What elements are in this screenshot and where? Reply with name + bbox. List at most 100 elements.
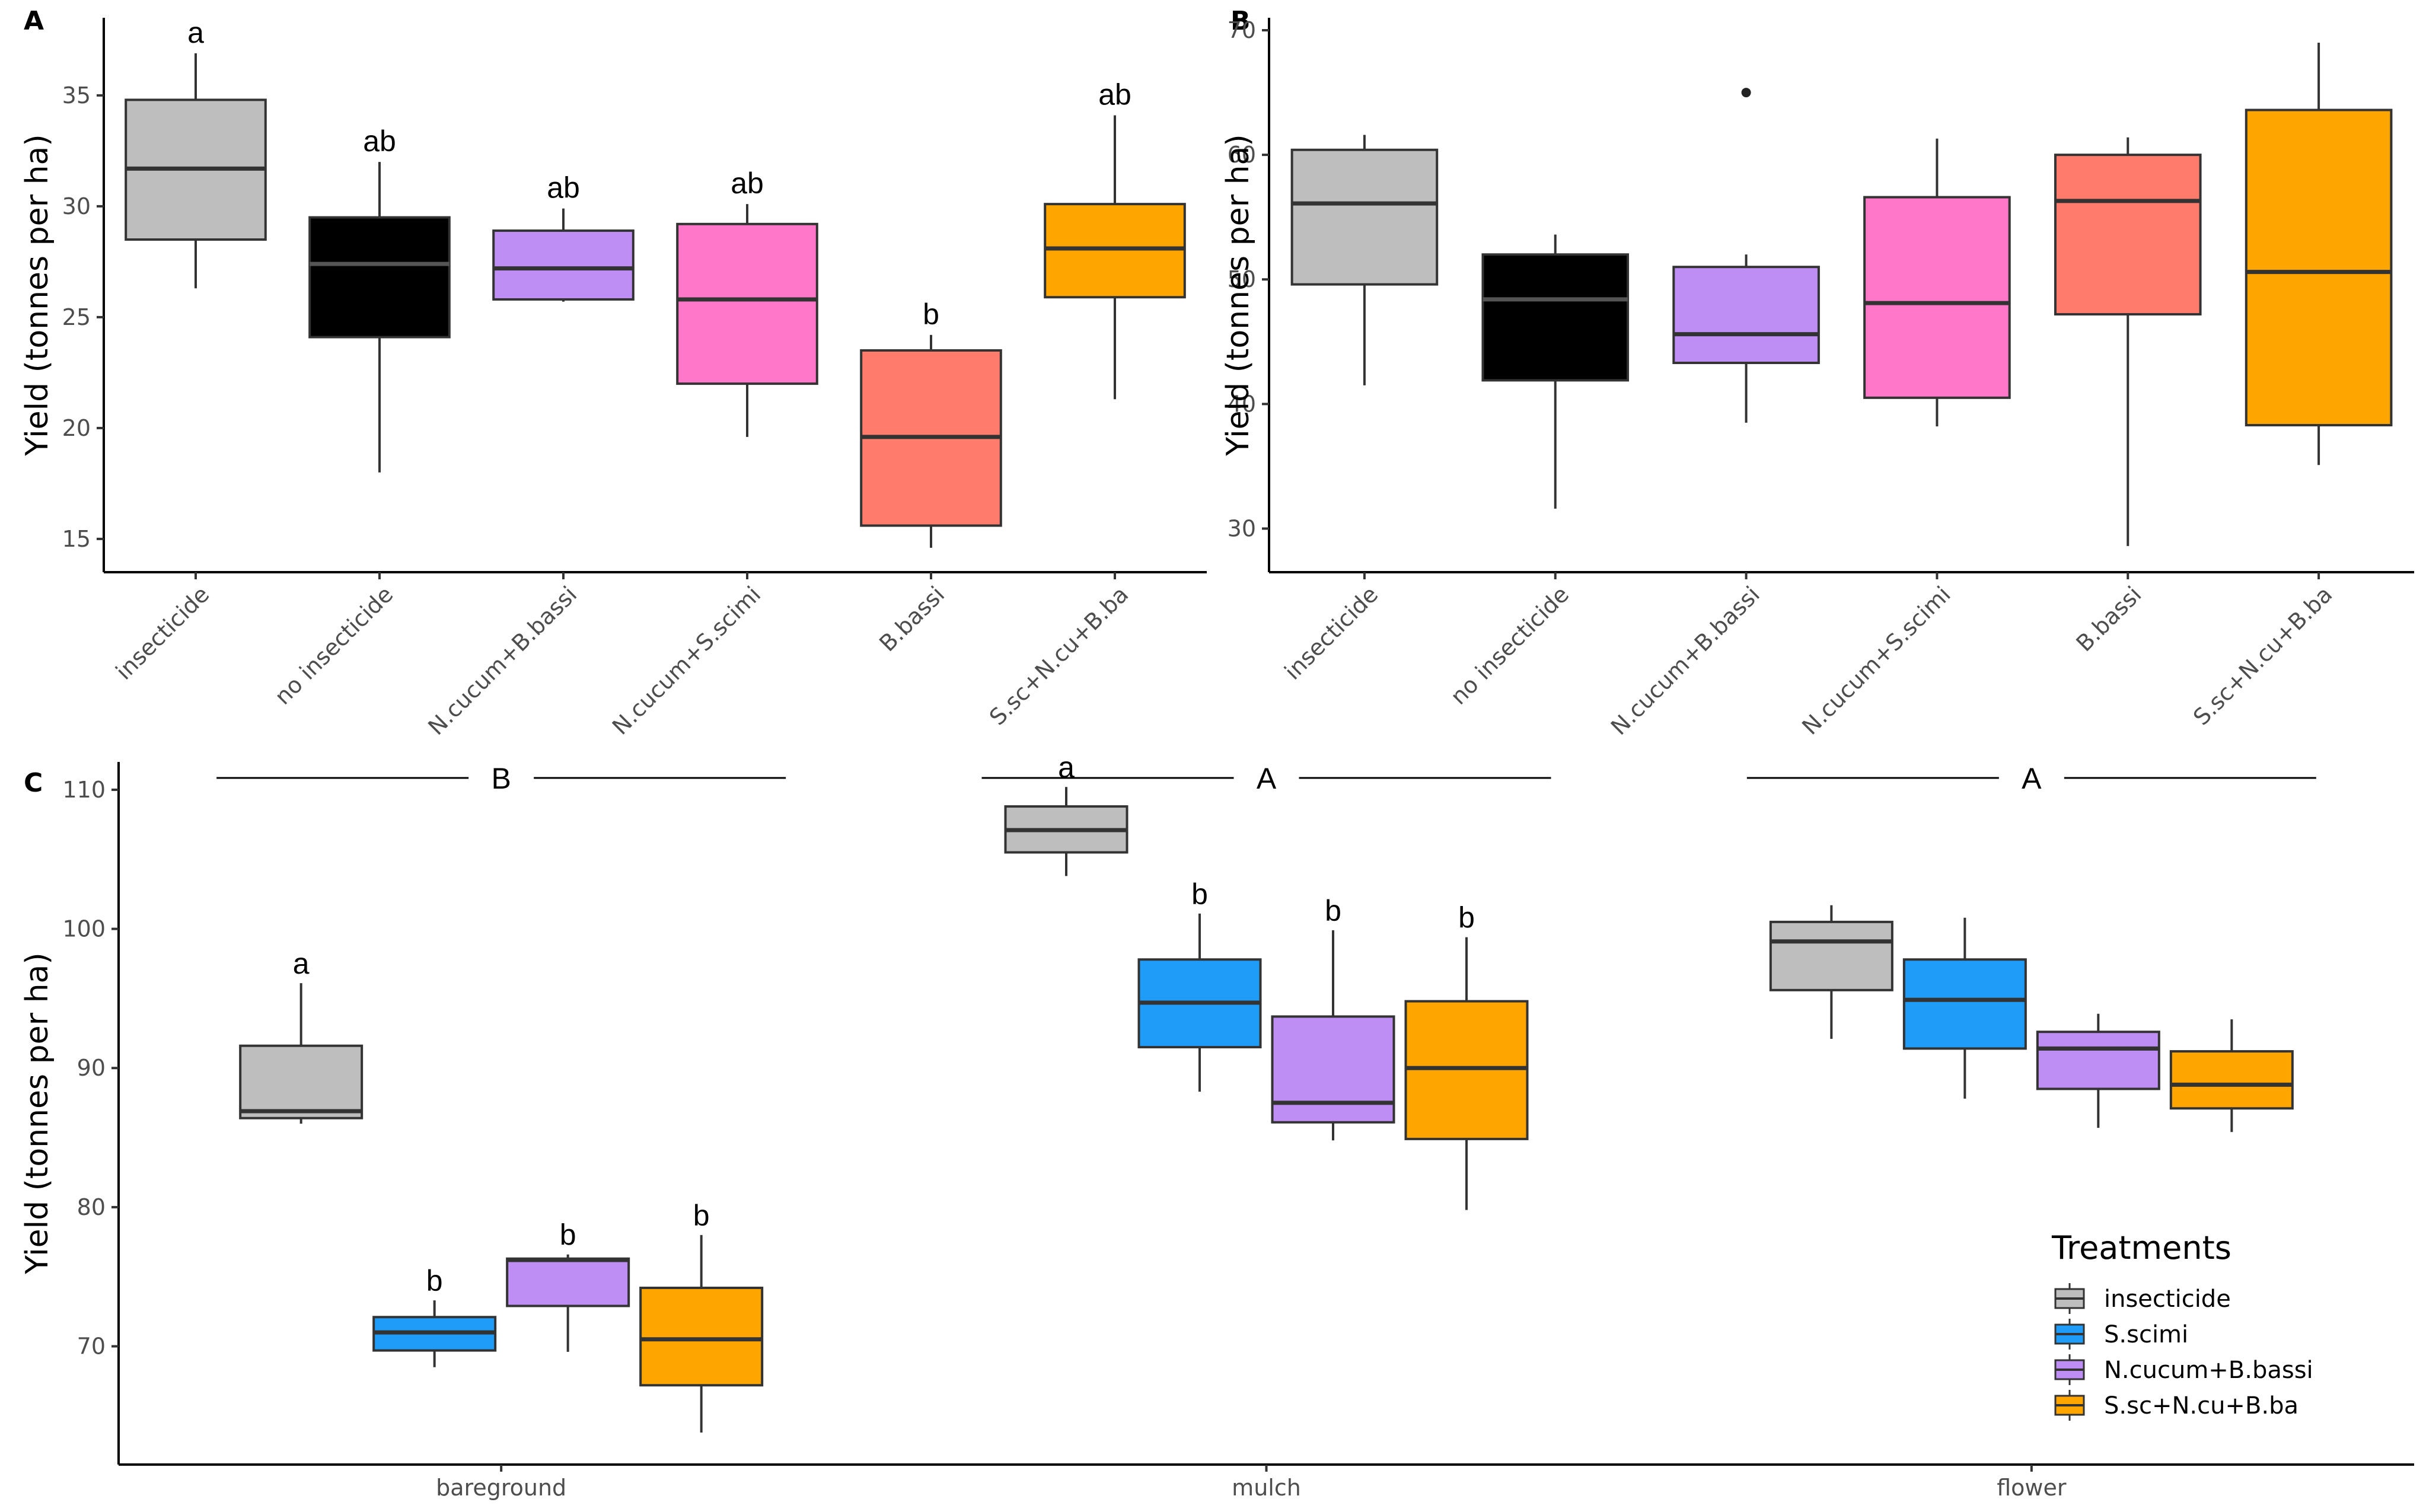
panel-c-box-1-2	[1271, 930, 1395, 1141]
panel-a-y-tick-label: 15	[62, 526, 91, 552]
panel-a-y-tick-label: 25	[62, 304, 91, 330]
panel-a-box-3-box	[676, 222, 818, 385]
legend-item-label: insecticide	[2104, 1285, 2231, 1313]
panel-c-sig-letter: b	[1458, 901, 1475, 934]
panel-a-x-tick-label: N.cucum+S.scimi	[607, 581, 766, 740]
panel-c-box-2-1	[1902, 917, 2027, 1099]
panel-c-sig-letter: a	[293, 947, 310, 980]
panel-c-sig-letter: a	[1058, 751, 1075, 784]
panel-b-box-0	[1290, 135, 1439, 385]
panel-a-sig-letter: b	[923, 298, 939, 331]
panel-c-y-tick-label: 110	[62, 777, 106, 803]
panel-c-group-letter: B	[491, 762, 511, 795]
legend-item-label: N.cucum+B.bassi	[2104, 1357, 2313, 1384]
panel-c-box-1-3	[1404, 937, 1529, 1210]
panel-c-box-1-3-box	[1404, 1000, 1529, 1140]
panel-c-box-1-2-box	[1271, 1015, 1395, 1124]
panel-b-box-4-box	[2054, 154, 2202, 316]
panel-b-y-tick-label: 30	[1228, 515, 1256, 541]
panel-c-box-2-2	[2036, 1013, 2160, 1128]
panel-c-box-0-0	[239, 983, 364, 1124]
panel-b-box-2-box	[1672, 266, 1820, 365]
panel-c-box-0-3-box	[639, 1286, 764, 1387]
panel-c-box-0-1	[372, 1300, 497, 1367]
panel-b-y-tick-label: 70	[1228, 17, 1256, 43]
panel-c-x-tick-label: bareground	[436, 1475, 566, 1501]
panel-c-group-letter: A	[1257, 762, 1277, 795]
panel-b-box-2	[1672, 88, 1820, 423]
panel-c-y-tick-label: 80	[77, 1194, 106, 1220]
panel-a-x-tick-label: S.sc+N.cu+B.ba	[984, 581, 1133, 730]
panel-a-sig-letter: ab	[1098, 78, 1131, 111]
panel-b-box-4	[2054, 137, 2202, 546]
panel-b-box-3-box	[1863, 196, 2011, 399]
panel-c-label: C	[24, 768, 43, 798]
panel-a-x-tick-label: B.bassi	[874, 581, 949, 656]
panel-c-box-2-0-box	[1769, 920, 1893, 991]
panel-a-box-2-box	[492, 229, 635, 301]
legend: Treatments insecticide S.scimi N.cucum+B.ba…	[2051, 1229, 2313, 1421]
panel-a-x-tick-label: N.cucum+B.bassi	[423, 581, 582, 740]
panel-a-x-tick-label: no insecticide	[270, 581, 399, 710]
panel-c-box-0-2-box	[506, 1257, 630, 1307]
legend-item-2: N.cucum+B.bassi	[2054, 1354, 2313, 1385]
panel-b-x-tick-label: insecticide	[1280, 581, 1383, 685]
panel-c-box-0-3	[639, 1235, 764, 1433]
panel-c-y-axis-title: Yield (tonnes per ha)	[20, 952, 55, 1274]
panel-b-box-0-box	[1290, 148, 1439, 286]
panel-b-box-5-box	[2245, 109, 2393, 427]
panel-b-x-tick-label: B.bassi	[2071, 581, 2147, 656]
panel-c-box-2-2-box	[2036, 1031, 2160, 1090]
panel-b: B 30 40 50 60 70 Yield (tonnes per ha) insectic…	[1220, 6, 2414, 740]
panel-b-y-tick-label: 60	[1228, 142, 1256, 168]
legend-item-0: insecticide	[2054, 1283, 2231, 1314]
panel-c-x-tick-label: mulch	[1232, 1475, 1301, 1501]
panel-b-y-axis-title: Yield (tonnes per ha)	[1220, 134, 1256, 456]
panel-c-sig-letter: b	[693, 1199, 710, 1232]
panel-c: C 70 80 90 100 110 Yield (tonnes per ha) baregr…	[20, 751, 2414, 1501]
panel-b-box-1	[1481, 234, 1630, 509]
panel-c-sig-letter: b	[426, 1264, 443, 1297]
panel-c-box-1-0	[1004, 787, 1128, 876]
panel-a-sig-letter: a	[187, 16, 204, 49]
legend-item-label: S.sc+N.cu+B.ba	[2104, 1392, 2299, 1420]
panel-b-x-tick-label: no insecticide	[1445, 581, 1574, 710]
panel-c-group-letter: A	[2022, 762, 2042, 795]
panel-b-label: B	[1230, 6, 1251, 36]
panel-a-box-1	[308, 162, 451, 473]
panel-b-box-2-outlier-0	[1741, 88, 1751, 98]
panel-a-sig-letter: ab	[547, 171, 580, 205]
panel-c-box-2-3	[2169, 1019, 2294, 1133]
panel-b-x-tick-label: N.cucum+S.scimi	[1797, 581, 1956, 740]
panel-a-box-5-box	[1044, 203, 1186, 299]
panel-c-y-tick-label: 70	[77, 1334, 106, 1360]
panel-c-y-tick-label: 90	[77, 1055, 106, 1081]
panel-a-sig-letter: ab	[731, 167, 764, 200]
panel-c-sig-letter: b	[1325, 894, 1341, 927]
legend-item-3: S.sc+N.cu+B.ba	[2054, 1390, 2299, 1421]
panel-b-y-tick-label: 50	[1228, 266, 1256, 292]
panel-a-y-axis-title: Yield (tonnes per ha)	[20, 134, 55, 456]
panel-a-x-tick-label: insecticide	[111, 581, 215, 685]
panel-b-x-tick-label: N.cucum+B.bassi	[1606, 581, 1765, 740]
panel-a: A 15 20 25 30 35 Yield (tonnes per ha) insectic…	[20, 6, 1207, 740]
legend-item-1: S.scimi	[2054, 1319, 2188, 1350]
panel-c-sig-letter: b	[560, 1218, 576, 1252]
panel-a-sig-letter: ab	[363, 125, 396, 158]
panel-c-box-2-0	[1769, 905, 1893, 1039]
panel-a-y-tick-label: 35	[62, 82, 91, 109]
panel-a-box-1-box	[308, 216, 451, 339]
panel-c-box-2-3-box	[2169, 1050, 2294, 1110]
panel-c-box-0-0-box	[239, 1044, 364, 1119]
panel-b-y-tick-label: 40	[1228, 391, 1256, 417]
panel-a-box-4	[860, 334, 1002, 548]
panel-b-box-3	[1863, 138, 2011, 427]
legend-title: Treatments	[2051, 1229, 2231, 1267]
panel-b-box-5	[2245, 43, 2393, 465]
panel-c-x-tick-label: flower	[1997, 1475, 2067, 1501]
panel-b-x-tick-label: S.sc+N.cu+B.ba	[2188, 581, 2337, 730]
panel-a-box-5	[1044, 115, 1186, 400]
panel-c-box-2-1-box	[1902, 958, 2027, 1050]
panel-c-box-1-1	[1137, 913, 1262, 1092]
